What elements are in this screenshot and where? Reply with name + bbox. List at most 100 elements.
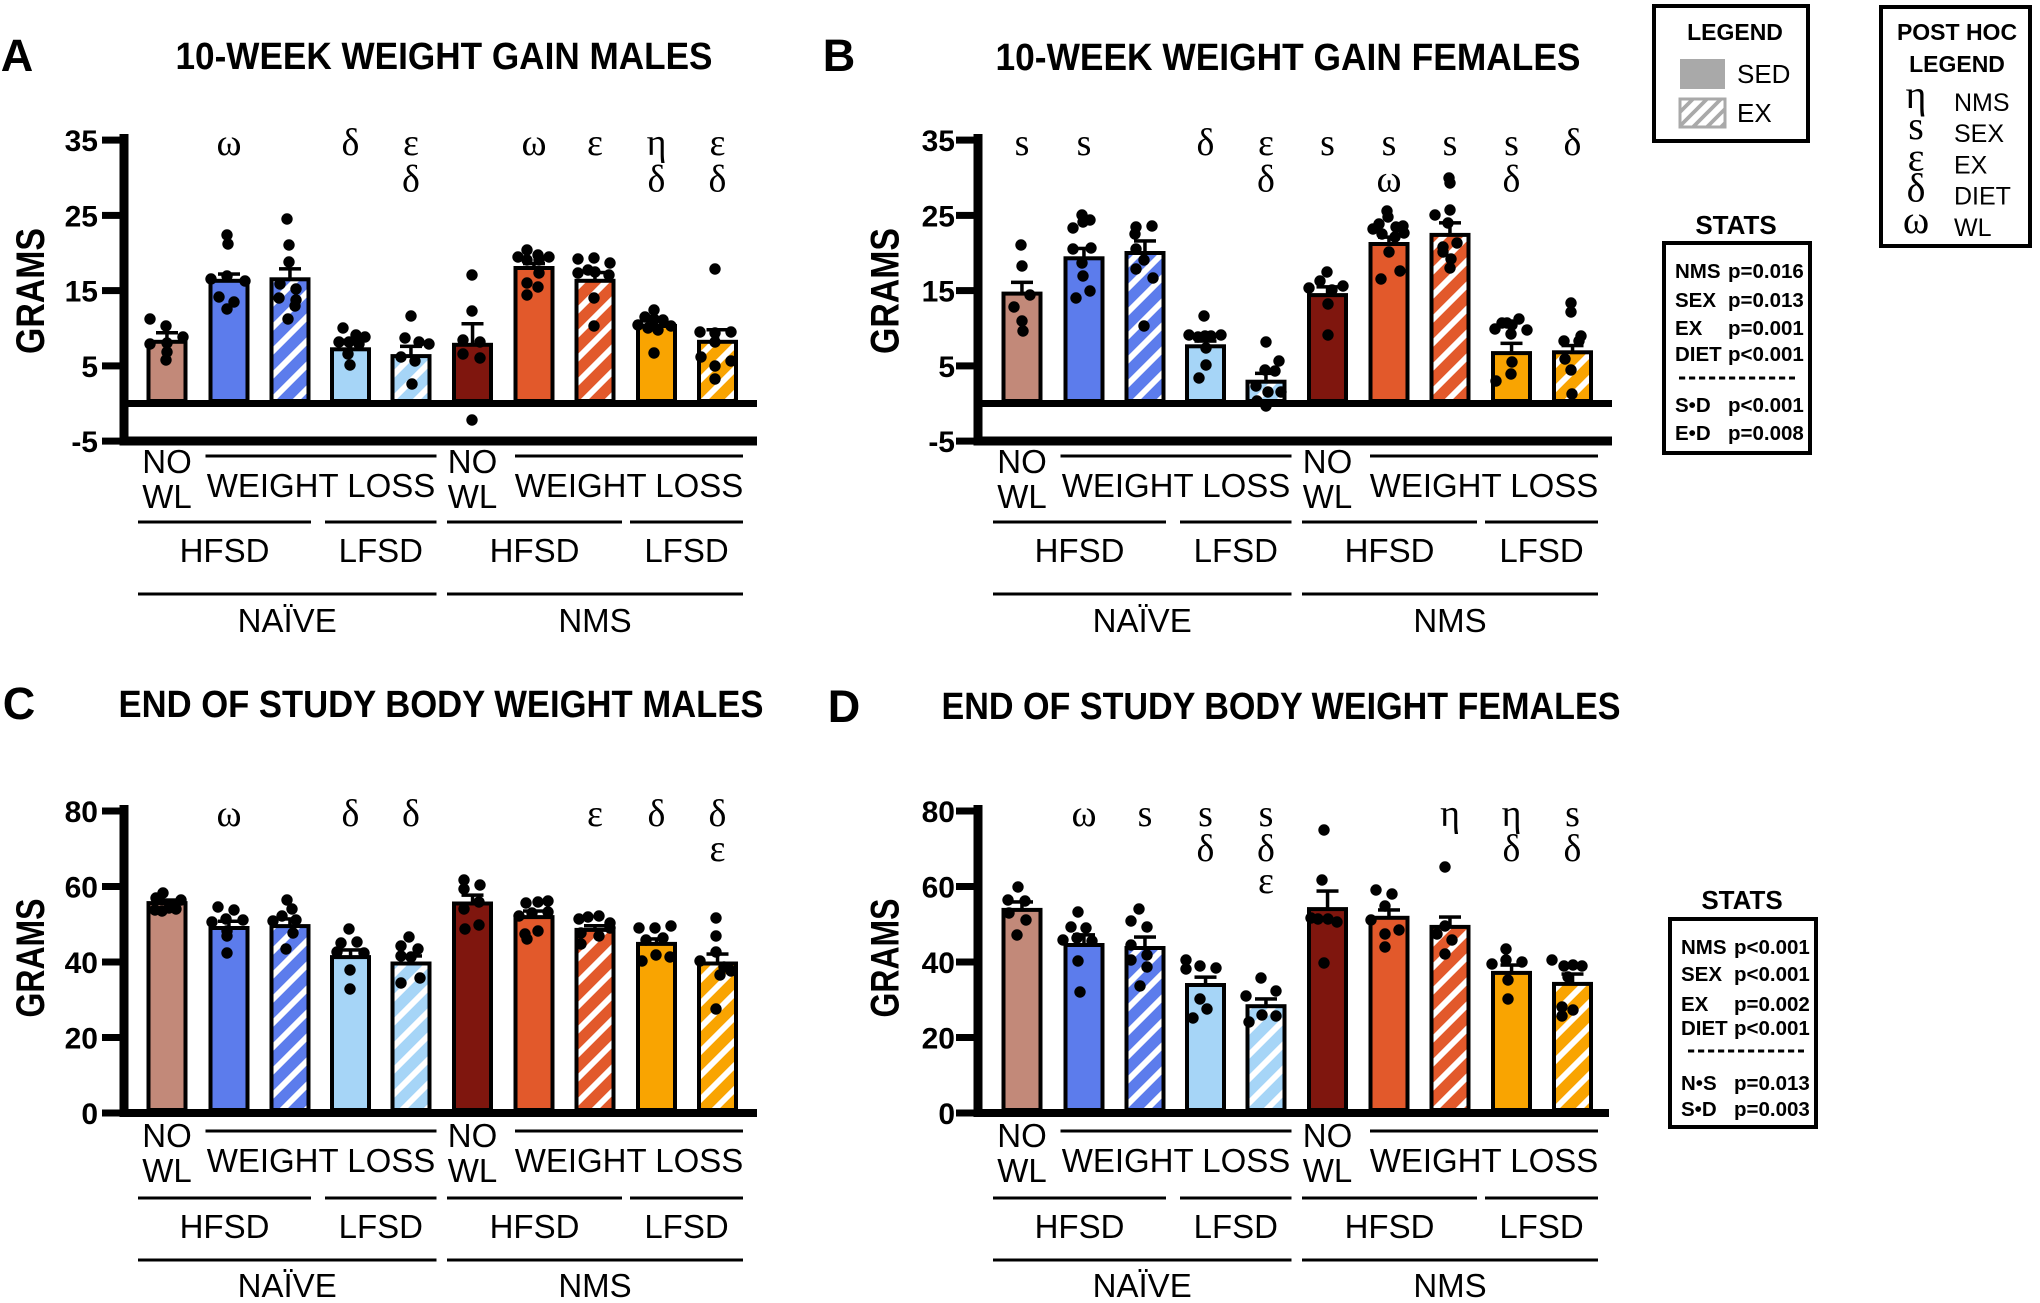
svg-text:S•D: S•D <box>1675 394 1711 417</box>
svg-text:D: D <box>828 681 861 732</box>
svg-text:δ: δ <box>648 159 666 201</box>
svg-text:HFSD: HFSD <box>490 1208 580 1245</box>
svg-text:NMS: NMS <box>1681 936 1727 959</box>
svg-text:40: 40 <box>65 947 98 980</box>
svg-text:p=0.001: p=0.001 <box>1728 317 1804 340</box>
svg-text:-5: -5 <box>71 426 98 459</box>
svg-text:NMS: NMS <box>1954 89 2010 117</box>
svg-text:GRAMS: GRAMS <box>9 228 53 354</box>
svg-text:WEIGHT LOSS: WEIGHT LOSS <box>515 1142 744 1179</box>
svg-text:WEIGHT LOSS: WEIGHT LOSS <box>515 467 744 504</box>
svg-text:HFSD: HFSD <box>1345 532 1435 569</box>
svg-text:p<0.001: p<0.001 <box>1734 936 1810 959</box>
svg-text:WEIGHT LOSS: WEIGHT LOSS <box>1062 1142 1291 1179</box>
svg-text:WL: WL <box>142 478 192 515</box>
svg-text:WEIGHT LOSS: WEIGHT LOSS <box>1370 467 1599 504</box>
svg-text:WL: WL <box>1954 214 1992 242</box>
svg-text:15: 15 <box>922 276 955 309</box>
svg-text:ε: ε <box>1908 134 1925 179</box>
svg-text:δ: δ <box>709 159 727 201</box>
svg-text:δ: δ <box>709 793 727 835</box>
svg-text:25: 25 <box>65 200 98 233</box>
svg-text:NAÏVE: NAÏVE <box>1093 1267 1192 1303</box>
svg-text:NMS: NMS <box>558 1267 631 1303</box>
svg-text:ε: ε <box>587 793 603 835</box>
svg-text:80: 80 <box>65 796 98 829</box>
svg-text:NO: NO <box>448 443 498 480</box>
svg-text:10-WEEK WEIGHT GAIN MALES: 10-WEEK WEIGHT GAIN MALES <box>176 36 713 78</box>
svg-text:ω: ω <box>521 122 546 164</box>
svg-text:s: s <box>1198 793 1213 835</box>
svg-text:C: C <box>3 678 36 729</box>
svg-text:δ: δ <box>1564 828 1582 870</box>
svg-text:0: 0 <box>938 1098 955 1131</box>
svg-text:EX: EX <box>1681 993 1709 1016</box>
svg-text:δ: δ <box>1503 159 1521 201</box>
svg-text:η: η <box>1906 72 1927 117</box>
svg-text:ω: ω <box>216 793 241 835</box>
svg-text:HFSD: HFSD <box>1035 532 1125 569</box>
svg-text:5: 5 <box>938 351 955 384</box>
svg-text:E•D: E•D <box>1675 422 1711 445</box>
svg-text:NAÏVE: NAÏVE <box>238 602 337 639</box>
svg-text:p=0.008: p=0.008 <box>1728 422 1804 445</box>
svg-text:WL: WL <box>997 478 1047 515</box>
svg-text:s: s <box>1443 122 1458 164</box>
svg-text:ω: ω <box>216 122 241 164</box>
svg-text:WEIGHT LOSS: WEIGHT LOSS <box>1370 1142 1599 1179</box>
svg-text:SEX: SEX <box>1675 289 1716 312</box>
svg-text:NO: NO <box>142 1117 192 1154</box>
svg-text:LFSD: LFSD <box>339 1208 423 1245</box>
svg-text:DIET: DIET <box>1681 1017 1728 1040</box>
svg-text:GRAMS: GRAMS <box>864 228 908 354</box>
svg-text:s: s <box>1908 103 1924 148</box>
svg-text:δ: δ <box>1257 828 1275 870</box>
svg-text:δ: δ <box>1197 828 1215 870</box>
svg-text:p=0.016: p=0.016 <box>1728 260 1804 283</box>
svg-text:δ: δ <box>342 122 360 164</box>
svg-text:A: A <box>1 30 34 81</box>
svg-text:LFSD: LFSD <box>339 532 423 569</box>
svg-text:NO: NO <box>1303 1117 1353 1154</box>
svg-text:EX: EX <box>1954 151 1988 179</box>
svg-text:s: s <box>1259 793 1274 835</box>
svg-text:EX: EX <box>1737 98 1772 128</box>
svg-text:0: 0 <box>81 1098 98 1131</box>
svg-text:20: 20 <box>922 1023 955 1056</box>
svg-text:10-WEEK WEIGHT GAIN FEMALES: 10-WEEK WEIGHT GAIN FEMALES <box>996 37 1581 79</box>
svg-text:η: η <box>647 122 667 164</box>
svg-text:WL: WL <box>997 1152 1047 1189</box>
svg-text:NO: NO <box>448 1117 498 1154</box>
svg-text:STATS: STATS <box>1695 210 1776 240</box>
svg-text:LFSD: LFSD <box>1194 532 1278 569</box>
svg-text:η: η <box>1502 793 1522 835</box>
svg-text:NO: NO <box>1303 443 1353 480</box>
svg-text:s: s <box>1504 122 1519 164</box>
svg-text:δ: δ <box>402 159 420 201</box>
svg-text:NMS: NMS <box>558 602 631 639</box>
svg-text:NAÏVE: NAÏVE <box>238 1267 337 1303</box>
svg-text:p<0.001: p<0.001 <box>1728 394 1804 417</box>
svg-text:NO: NO <box>997 1117 1047 1154</box>
svg-text:NO: NO <box>142 443 192 480</box>
svg-text:B: B <box>823 30 856 81</box>
svg-text:p=0.002: p=0.002 <box>1734 993 1810 1016</box>
svg-text:p<0.001: p<0.001 <box>1734 963 1810 986</box>
svg-text:WL: WL <box>1303 1152 1353 1189</box>
svg-text:ω: ω <box>1376 159 1401 201</box>
svg-text:25: 25 <box>922 200 955 233</box>
svg-text:δ: δ <box>1197 122 1215 164</box>
svg-text:35: 35 <box>922 125 955 158</box>
svg-text:20: 20 <box>65 1023 98 1056</box>
svg-text:s: s <box>1077 122 1092 164</box>
svg-text:ε: ε <box>587 122 603 164</box>
svg-text:NMS: NMS <box>1413 602 1486 639</box>
svg-text:60: 60 <box>922 872 955 905</box>
svg-text:15: 15 <box>65 276 98 309</box>
svg-text:LEGEND: LEGEND <box>1909 51 2005 77</box>
svg-text:δ: δ <box>1503 828 1521 870</box>
svg-text:POST HOC: POST HOC <box>1897 19 2017 45</box>
svg-text:DIET: DIET <box>1954 183 2011 211</box>
svg-text:p=0.003: p=0.003 <box>1734 1098 1810 1121</box>
svg-text:GRAMS: GRAMS <box>9 899 53 1018</box>
